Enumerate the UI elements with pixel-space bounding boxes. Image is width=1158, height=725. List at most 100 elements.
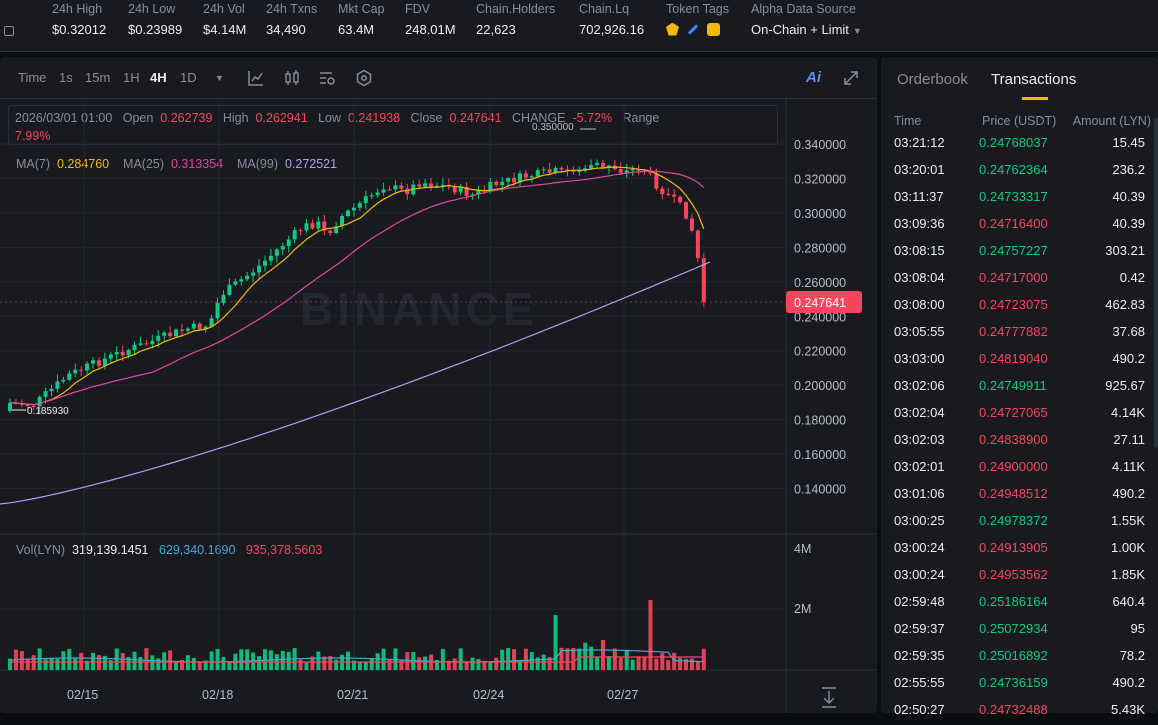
volume-bar xyxy=(654,658,659,670)
volume-bar xyxy=(316,651,321,670)
timeframe-more-icon[interactable]: ▼ xyxy=(215,73,224,83)
candle-info-box: 2026/03/01 01:00 Open 0.262739 High 0.26… xyxy=(8,105,778,145)
volume-bar xyxy=(138,656,143,670)
timeframe-15m[interactable]: 15m xyxy=(85,70,111,85)
volume-bar xyxy=(488,661,493,670)
trade-row[interactable]: 02:55:55 0.24736159 490.2 xyxy=(881,675,1158,702)
tab-transactions[interactable]: Transactions xyxy=(991,71,1077,88)
candle-body xyxy=(429,183,434,187)
candlestick-chart[interactable]: BINANCE 0.340000 0.320000 0.300000 0.280000… xyxy=(0,57,877,713)
trade-amount: 490.2 xyxy=(1112,351,1145,366)
alpha-tag-icon[interactable] xyxy=(666,22,679,36)
candle-body xyxy=(191,323,196,329)
timeframe-1h[interactable]: 1H xyxy=(123,70,140,85)
candle-body xyxy=(43,391,48,397)
candle-body xyxy=(464,186,469,196)
candle-body xyxy=(316,221,321,229)
trade-row[interactable]: 03:00:24 0.24913905 1.00K xyxy=(881,540,1158,567)
candle-body xyxy=(310,223,315,229)
ma25-label: MA(25) xyxy=(123,157,165,171)
trade-row[interactable]: 03:08:00 0.24723075 462.83 xyxy=(881,297,1158,324)
ai-button[interactable]: Ai xyxy=(806,69,821,86)
candle-body xyxy=(488,181,493,190)
hexagon-settings-icon[interactable] xyxy=(355,69,373,87)
trade-time: 03:02:06 xyxy=(894,378,945,393)
timeframe-4h[interactable]: 4H xyxy=(150,70,167,85)
volume-bar xyxy=(245,649,250,670)
timeframe-time[interactable]: Time xyxy=(18,70,47,85)
volume-bar xyxy=(179,659,184,670)
candle-body xyxy=(689,218,694,231)
date-tick-label: 02/21 xyxy=(337,688,368,702)
copy-icon[interactable] xyxy=(4,26,14,36)
data-source-selector[interactable]: Alpha Data Source On-Chain + Limit ▼ xyxy=(751,2,862,37)
indicator-icon[interactable] xyxy=(247,69,265,87)
trade-row[interactable]: 03:11:37 0.24733317 40.39 xyxy=(881,189,1158,216)
trade-row[interactable]: 02:59:35 0.25016892 78.2 xyxy=(881,648,1158,675)
trade-row[interactable]: 03:08:04 0.24717000 0.42 xyxy=(881,270,1158,297)
volume-bar xyxy=(506,648,511,670)
stat-24h-vol: 24h Vol $4.14M xyxy=(203,2,246,37)
trade-row[interactable]: 03:02:06 0.24749911 925.67 xyxy=(881,378,1158,405)
volume-bar xyxy=(512,649,517,670)
trade-price: 0.25016892 xyxy=(979,648,1048,663)
timeframe-1s[interactable]: 1s xyxy=(59,70,73,85)
header-price: Price (USDT) xyxy=(982,114,1057,128)
data-source-value[interactable]: On-Chain + Limit xyxy=(751,22,849,37)
trade-price: 0.24777882 xyxy=(979,324,1048,339)
candle-body xyxy=(25,404,30,406)
price-tick-label: 0.280000 xyxy=(794,241,846,255)
trade-row[interactable]: 03:09:36 0.24716400 40.39 xyxy=(881,216,1158,243)
date-tick-label: 02/24 xyxy=(473,688,504,702)
trade-row[interactable]: 03:01:06 0.24948512 490.2 xyxy=(881,486,1158,513)
volume-bar xyxy=(666,660,671,670)
trade-price: 0.24953562 xyxy=(979,567,1048,582)
trade-row[interactable]: 03:00:24 0.24953562 1.85K xyxy=(881,567,1158,594)
vol-tick-label: 4M xyxy=(794,542,811,556)
volume-bar xyxy=(429,654,434,670)
trade-row[interactable]: 03:03:00 0.24819040 490.2 xyxy=(881,351,1158,378)
trade-row[interactable]: 03:08:15 0.24757227 303.21 xyxy=(881,243,1158,270)
timeframe-1d[interactable]: 1D xyxy=(180,70,197,85)
tab-orderbook[interactable]: Orderbook xyxy=(897,71,968,88)
trade-row[interactable]: 02:50:27 0.24732488 5.43K xyxy=(881,702,1158,725)
trade-row[interactable]: 03:20:01 0.24762364 236.2 xyxy=(881,162,1158,189)
trade-row[interactable]: 03:02:03 0.24838900 27.11 xyxy=(881,432,1158,459)
candle-body xyxy=(31,405,36,407)
trade-amount: 490.2 xyxy=(1112,675,1145,690)
trade-row[interactable]: 03:02:01 0.24900000 4.11K xyxy=(881,459,1158,486)
trade-row[interactable]: 02:59:48 0.25186164 640.4 xyxy=(881,594,1158,621)
volume-bar xyxy=(215,648,220,670)
trade-row[interactable]: 03:02:04 0.24727065 4.14K xyxy=(881,405,1158,432)
trade-row[interactable]: 03:21:12 0.24768037 15.45 xyxy=(881,135,1158,162)
volume-bar xyxy=(185,655,190,670)
trade-price: 0.24757227 xyxy=(979,243,1048,258)
bnb-tag-icon[interactable] xyxy=(707,22,720,36)
link-tag-icon[interactable] xyxy=(687,23,699,35)
trade-row[interactable]: 03:05:55 0.24777882 37.68 xyxy=(881,324,1158,351)
stat-value: 34,490 xyxy=(266,22,306,37)
candle-body xyxy=(440,184,445,186)
caret-down-icon[interactable]: ▼ xyxy=(852,26,862,36)
volume-bar xyxy=(577,648,582,670)
candle-type-icon[interactable] xyxy=(283,69,301,87)
candle-body xyxy=(517,173,522,183)
trade-time: 03:00:25 xyxy=(894,513,945,528)
active-tab-indicator xyxy=(1022,97,1048,100)
trade-row[interactable]: 03:00:25 0.24978372 1.55K xyxy=(881,513,1158,540)
candle-body xyxy=(233,281,238,285)
volume-bar xyxy=(233,653,238,670)
chart-settings-icon[interactable] xyxy=(318,69,336,87)
candle-body xyxy=(120,351,125,356)
volume-bar xyxy=(268,650,273,670)
vol-label: Vol(LYN) xyxy=(16,543,66,557)
trade-amount: 40.39 xyxy=(1112,216,1145,231)
fullscreen-icon[interactable] xyxy=(842,69,860,87)
volume-bar xyxy=(85,660,90,670)
trades-scrollbar[interactable] xyxy=(1154,118,1158,448)
volume-bar xyxy=(298,659,303,670)
ma25-value: 0.313354 xyxy=(170,157,224,171)
trade-price: 0.24948512 xyxy=(979,486,1048,501)
trade-row[interactable]: 02:59:37 0.25072934 95 xyxy=(881,621,1158,648)
volume-bar xyxy=(328,656,333,670)
